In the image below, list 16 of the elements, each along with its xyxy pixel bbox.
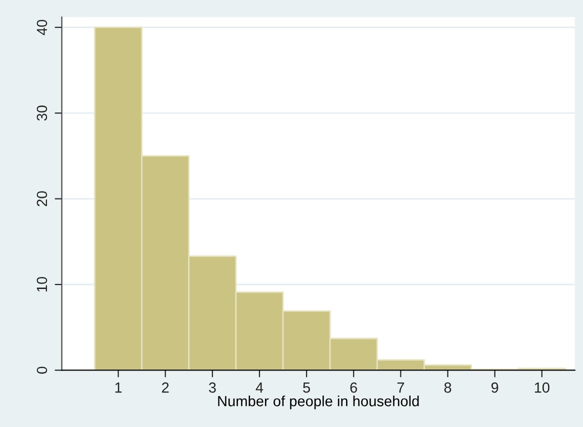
x-tick-label: 6 bbox=[350, 382, 358, 393]
x-tick-label: 2 bbox=[162, 382, 169, 393]
x-tick-label: 9 bbox=[491, 382, 498, 393]
x-tick-label: 4 bbox=[256, 382, 264, 393]
x-tick-label: 3 bbox=[208, 382, 216, 393]
x-tick-label: 5 bbox=[303, 382, 310, 393]
y-tick-label: 30 bbox=[36, 106, 48, 121]
y-tick-label: 0 bbox=[36, 366, 48, 374]
y-tick-label: 20 bbox=[36, 191, 48, 206]
x-tick-label: 1 bbox=[115, 382, 122, 393]
y-tick-label: 10 bbox=[36, 276, 48, 292]
x-tick-label: 10 bbox=[534, 382, 550, 393]
x-tick-label: 7 bbox=[397, 382, 404, 393]
x-axis-title: Number of people in household bbox=[218, 396, 419, 410]
y-tick-label: 40 bbox=[36, 20, 48, 36]
x-tick-label: 8 bbox=[444, 382, 452, 393]
